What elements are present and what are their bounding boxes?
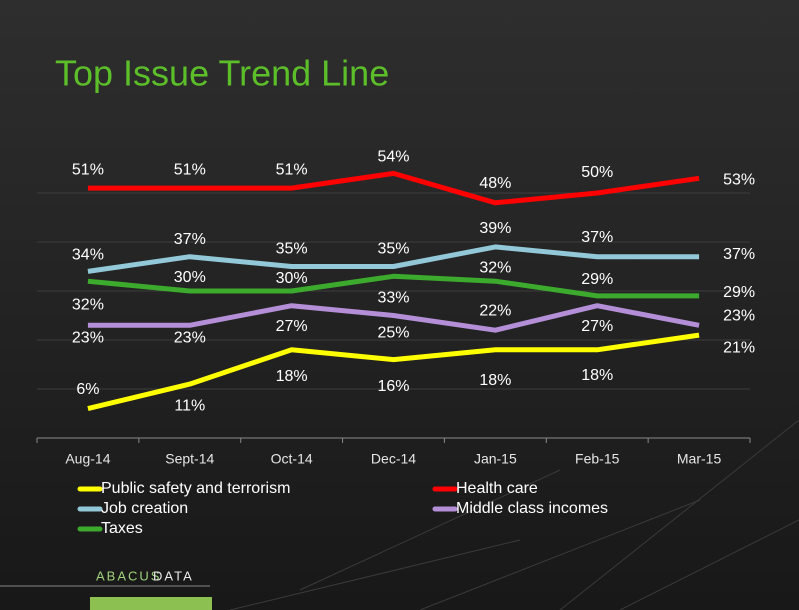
data-label: 18%	[581, 367, 613, 384]
data-label: 51%	[174, 161, 206, 178]
x-tick-label: Mar-15	[677, 451, 722, 467]
data-label: 51%	[72, 161, 104, 178]
data-label: 34%	[72, 247, 104, 264]
data-label: 39%	[479, 220, 511, 237]
data-label: 37%	[174, 231, 206, 248]
data-label: 27%	[581, 318, 613, 335]
chart-title: Top Issue Trend Line	[55, 53, 389, 94]
data-label: 29%	[723, 284, 755, 301]
x-tick-label: Oct-14	[271, 451, 313, 467]
data-label: 37%	[723, 246, 755, 263]
x-tick-label: Feb-15	[575, 451, 620, 467]
data-label: 6%	[76, 381, 99, 398]
data-label: 27%	[276, 318, 308, 335]
x-tick-label: Dec-14	[371, 451, 416, 467]
logo-bar	[90, 597, 212, 610]
data-label: 35%	[377, 241, 409, 258]
series-line	[87, 332, 700, 412]
data-label: 21%	[723, 339, 755, 356]
legend-label: Taxes	[101, 520, 143, 537]
data-label: 23%	[174, 330, 206, 347]
x-tick-label: Jan-15	[474, 451, 517, 467]
data-label: 33%	[377, 290, 409, 307]
data-label: 29%	[581, 271, 613, 288]
legend-label: Public safety and terrorism	[101, 480, 290, 497]
series-line	[87, 273, 700, 299]
legend-label: Job creation	[101, 500, 188, 517]
logo-part: DATA	[153, 568, 194, 583]
decor-lines	[229, 419, 799, 610]
x-tick-label: Aug-14	[65, 451, 110, 467]
x-tick-label: Sept-14	[165, 451, 214, 467]
logo-part: ABACUS	[96, 568, 161, 583]
data-label: 53%	[723, 172, 755, 189]
data-label: 32%	[72, 296, 104, 313]
data-label: 54%	[377, 149, 409, 166]
data-label: 23%	[723, 308, 755, 325]
legend-label: Middle class incomes	[456, 500, 608, 517]
data-label: 51%	[276, 161, 308, 178]
data-label: 18%	[276, 368, 308, 385]
series-line	[87, 244, 700, 274]
series-line	[87, 170, 700, 206]
data-label: 48%	[479, 175, 511, 192]
data-label: 22%	[479, 302, 511, 319]
data-label: 30%	[276, 270, 308, 287]
series-line	[87, 303, 700, 333]
data-label: 50%	[581, 164, 613, 181]
data-label: 32%	[479, 259, 511, 276]
data-label: 35%	[276, 241, 308, 258]
data-label: 18%	[479, 372, 511, 389]
data-label: 25%	[377, 325, 409, 342]
data-label: 11%	[174, 397, 205, 414]
data-label: 30%	[174, 269, 206, 286]
data-label: 16%	[377, 378, 409, 395]
legend-label: Health care	[456, 480, 538, 497]
data-label: 23%	[72, 330, 104, 347]
data-label: 37%	[581, 229, 613, 246]
